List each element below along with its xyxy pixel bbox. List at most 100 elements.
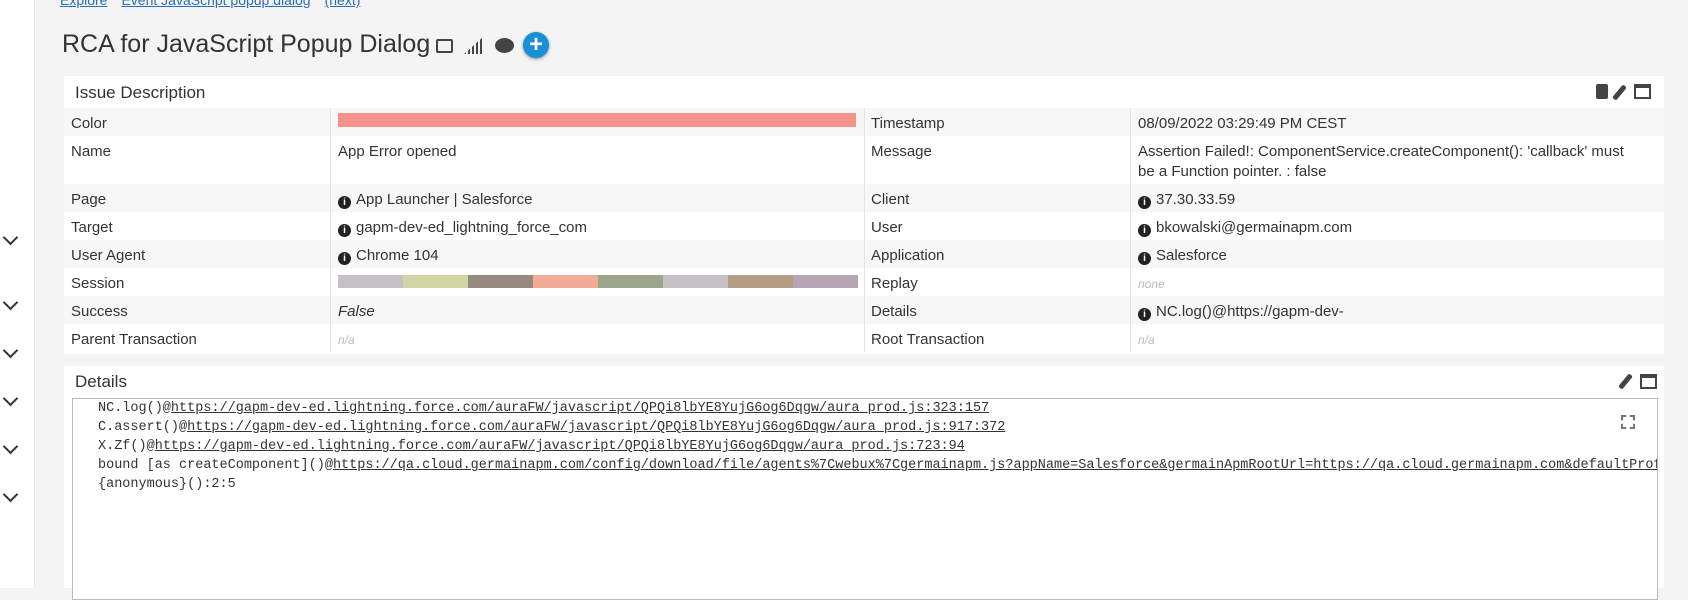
column-divider [1130, 108, 1131, 136]
trace-function: X.Zf()@ [98, 439, 155, 454]
collapse-toggle[interactable] [2, 438, 19, 455]
info-icon[interactable]: i [1138, 196, 1151, 209]
info-icon[interactable]: i [338, 196, 351, 209]
edit-button[interactable] [1612, 84, 1627, 101]
cell-text: False [338, 303, 375, 320]
info-icon[interactable]: i [1138, 308, 1151, 321]
cell-text: Client [871, 191, 910, 208]
cell-value: i App Launcher | Salesforce [338, 190, 533, 210]
maximize-button[interactable] [1640, 374, 1657, 389]
cell-label: Target [71, 218, 113, 238]
trace-function: bound [as createComponent]()@ [98, 458, 333, 473]
cell-text: Target [71, 219, 113, 236]
export-button[interactable] [1596, 84, 1608, 99]
cell-text: Application [871, 247, 945, 264]
cell-text: Details [871, 303, 917, 320]
trace-url[interactable]: https://qa.cloud.germainapm.com/config/d… [332, 458, 1658, 473]
collapse-toggle[interactable] [2, 294, 19, 311]
cell-label: Details [871, 302, 917, 322]
column-divider [330, 184, 331, 212]
cell-text: Success [71, 303, 128, 320]
page-title: RCA for JavaScript Popup Dialog [62, 30, 431, 58]
cell-text: App Error opened [338, 143, 457, 160]
column-divider [864, 296, 865, 324]
cell-text: n/a [338, 333, 355, 347]
edit-button[interactable] [1618, 373, 1633, 390]
column-divider [864, 184, 865, 212]
column-divider [864, 136, 865, 184]
trace-line: NC.log()@https://gapm-dev-ed.lightning.f… [98, 401, 989, 416]
cell-value: App Error opened [338, 142, 456, 162]
cell-label: Message [871, 142, 932, 162]
breadcrumb: Explore Event JavaScript popup dialog (nex… [60, 0, 374, 8]
cell-label: Parent Transaction [71, 330, 197, 350]
info-icon[interactable]: i [338, 224, 351, 237]
collapse-toggle[interactable] [2, 229, 19, 246]
trace-line: C.assert()@https://gapm-dev-ed.lightning… [98, 420, 1005, 435]
column-divider [1130, 184, 1131, 212]
breadcrumb-link[interactable]: Event JavaScript popup dialog [121, 0, 311, 8]
info-icon[interactable]: i [338, 252, 351, 265]
column-divider [864, 324, 865, 352]
comment-button[interactable] [495, 38, 514, 53]
cell-text: Salesforce [1156, 247, 1227, 264]
column-divider [1130, 240, 1131, 268]
cell-value: 08/09/2022 03:29:49 PM CEST [1138, 114, 1638, 134]
cell-text: gapm-dev-ed_lightning_force_com [356, 219, 587, 236]
column-divider [330, 136, 331, 184]
collapse-toggle[interactable] [2, 486, 19, 503]
cell-text: Page [71, 191, 107, 208]
cell-text: Timestamp [871, 115, 945, 132]
stack-trace: NC.log()@https://gapm-dev-ed.lightning.f… [72, 398, 1658, 600]
trace-url[interactable]: https://gapm-dev-ed.lightning.force.com/… [187, 420, 1006, 435]
cell-label: Success [71, 302, 128, 322]
cell-label: Timestamp [871, 114, 945, 134]
cell-label: Color [71, 114, 107, 134]
column-divider [864, 212, 865, 240]
info-icon[interactable]: i [1138, 224, 1151, 237]
column-divider [864, 268, 865, 296]
fullscreen-button[interactable] [1621, 415, 1635, 429]
collapse-toggle[interactable] [2, 342, 19, 359]
breadcrumb-link[interactable]: Explore [60, 0, 108, 8]
trace-url[interactable]: https://gapm-dev-ed.lightning.force.com/… [170, 401, 990, 416]
cell-value: False [338, 302, 375, 322]
cell-text: none [1138, 277, 1165, 291]
column-divider [330, 268, 331, 296]
cell-value: Assertion Failed!: ComponentService.crea… [1138, 142, 1638, 182]
issue-row: Name App Error opened Message Assertion Fai… [64, 136, 1664, 184]
trace-line: {anonymous}():2:5 [98, 477, 236, 492]
column-divider [1130, 324, 1131, 352]
cell-value: i bkowalski@germainapm.com [1138, 218, 1638, 238]
session-segment [533, 275, 598, 288]
issue-row: Page i App Launcher | Salesforce Client i 37.… [64, 184, 1664, 212]
column-divider [1130, 296, 1131, 324]
cell-value: i Chrome 104 [338, 246, 439, 266]
cell-text: App Launcher | Salesforce [356, 191, 533, 208]
issue-row: Target i gapm-dev-ed_lightning_force_com Us… [64, 212, 1664, 240]
print-button[interactable] [436, 39, 453, 53]
stats-button[interactable] [464, 38, 482, 54]
collapse-toggle[interactable] [2, 390, 19, 407]
column-divider [330, 324, 331, 352]
breadcrumb-link[interactable]: (next) [324, 0, 361, 8]
issue-row: User Agent i Chrome 104 Application i Salesfo… [64, 240, 1664, 268]
cell-label: Application [871, 246, 944, 266]
cell-label: Session [71, 274, 124, 294]
color-swatch [338, 113, 856, 127]
cell-text: Parent Transaction [71, 331, 197, 348]
column-divider [330, 108, 331, 136]
session-segment [793, 275, 858, 288]
maximize-button[interactable] [1634, 84, 1651, 99]
panel-heading: Details [75, 372, 127, 391]
add-button[interactable]: + [523, 32, 549, 58]
cell-text: User Agent [71, 247, 146, 264]
panel-heading: Issue Description [75, 83, 206, 102]
info-icon[interactable]: i [1138, 252, 1151, 265]
cell-text: Session [71, 275, 125, 292]
cell-text: Chrome 104 [356, 247, 439, 264]
issue-row: Color Timestamp 08/09/2022 03:29:49 PM CES… [64, 108, 1664, 136]
trace-url[interactable]: https://gapm-dev-ed.lightning.force.com/… [154, 439, 965, 454]
cell-text: Root Transaction [871, 331, 985, 348]
column-divider [864, 240, 865, 268]
